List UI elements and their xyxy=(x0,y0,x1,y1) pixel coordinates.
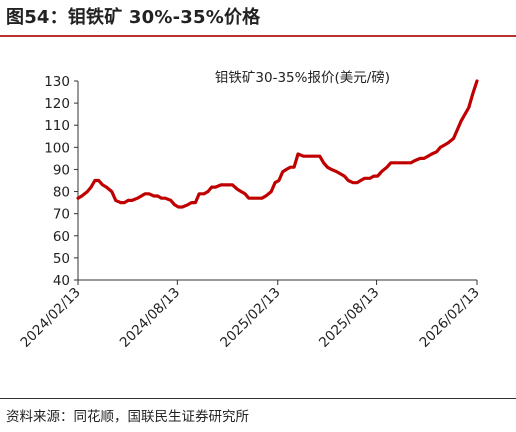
x-tick-label: 2024/08/13 xyxy=(117,285,183,351)
y-tick-label: 40 xyxy=(53,273,70,289)
y-tick-label: 100 xyxy=(44,140,70,156)
y-tick-label: 60 xyxy=(53,229,70,245)
y-tick-label: 110 xyxy=(44,118,70,134)
series-line xyxy=(76,79,479,209)
x-axis: 2024/02/13 2024/08/13 2025/02/13 2025/08/13… xyxy=(17,279,483,351)
y-tick-label: 50 xyxy=(53,251,70,267)
x-tick-label: 2024/02/13 xyxy=(17,285,83,351)
y-tick-label: 130 xyxy=(44,74,70,90)
y-tick-label: 80 xyxy=(53,185,70,201)
source-note: 资料来源：同花顺，国联民生证券研究所 xyxy=(6,409,249,425)
x-tick-label: 2026/02/13 xyxy=(416,285,482,351)
x-tick-label: 2025/08/13 xyxy=(316,285,382,351)
y-tick-label: 90 xyxy=(53,162,70,178)
y-tick-label: 70 xyxy=(53,207,70,223)
y-tick-label: 120 xyxy=(44,96,70,112)
x-tick-label: 2025/02/13 xyxy=(217,285,283,351)
chart-series-label: 钼铁矿30-35%报价(美元/磅) xyxy=(215,69,390,86)
title-rule xyxy=(0,35,516,37)
y-axis: 40 50 60 70 80 90 100 110 120 130 xyxy=(44,74,79,289)
source-rule xyxy=(0,398,516,399)
figure-title: 图54：钼铁矿 30%-35%价格 xyxy=(6,7,261,28)
